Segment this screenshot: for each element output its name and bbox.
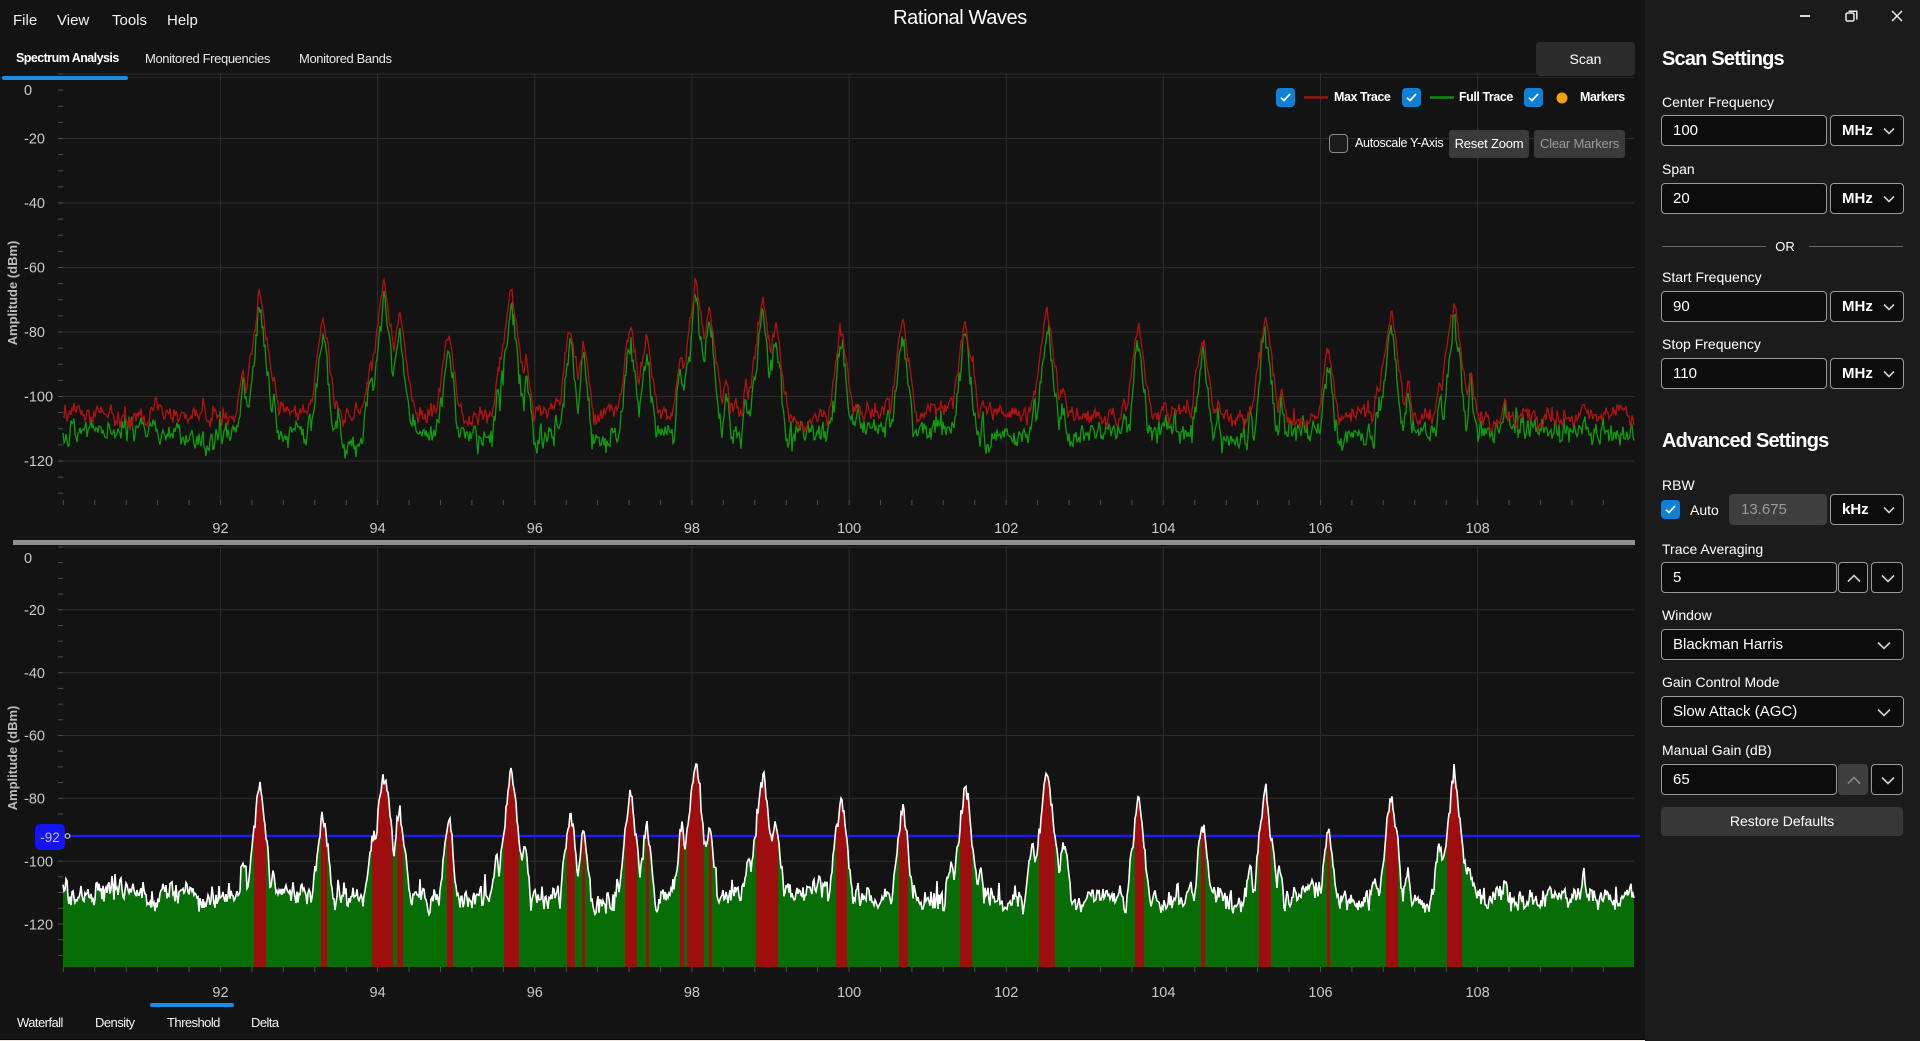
svg-text:-80: -80 xyxy=(24,325,45,341)
svg-text:-60: -60 xyxy=(24,261,45,277)
svg-text:-100: -100 xyxy=(24,855,53,871)
svg-text:108: 108 xyxy=(1465,985,1489,1001)
svg-text:92: 92 xyxy=(212,985,228,1001)
svg-text:106: 106 xyxy=(1308,985,1332,1001)
svg-text:94: 94 xyxy=(370,985,386,1001)
svg-text:-40: -40 xyxy=(24,666,45,682)
svg-text:92: 92 xyxy=(212,521,228,537)
svg-text:OR: OR xyxy=(1775,240,1795,254)
svg-text:104: 104 xyxy=(1151,521,1175,537)
svg-text:Amplitude (dBm): Amplitude (dBm) xyxy=(5,241,20,346)
svg-text:104: 104 xyxy=(1151,985,1175,1001)
svg-text:-20: -20 xyxy=(24,603,45,619)
svg-text:-92: -92 xyxy=(40,830,60,845)
svg-text:96: 96 xyxy=(527,521,543,537)
svg-text:0: 0 xyxy=(24,83,32,99)
svg-text:-80: -80 xyxy=(24,792,45,808)
svg-text:-120: -120 xyxy=(24,918,53,934)
svg-text:98: 98 xyxy=(684,985,700,1001)
svg-text:0: 0 xyxy=(24,551,32,567)
svg-text:100: 100 xyxy=(837,985,861,1001)
svg-text:94: 94 xyxy=(370,521,386,537)
svg-text:-120: -120 xyxy=(24,454,53,470)
svg-text:102: 102 xyxy=(994,521,1018,537)
svg-text:96: 96 xyxy=(527,985,543,1001)
svg-text:106: 106 xyxy=(1308,521,1332,537)
svg-text:Amplitude (dBm): Amplitude (dBm) xyxy=(5,706,20,811)
svg-text:98: 98 xyxy=(684,521,700,537)
svg-text:100: 100 xyxy=(837,521,861,537)
svg-text:-60: -60 xyxy=(24,729,45,745)
svg-text:108: 108 xyxy=(1465,521,1489,537)
svg-text:-40: -40 xyxy=(24,196,45,212)
svg-text:-100: -100 xyxy=(24,390,53,406)
svg-text:-20: -20 xyxy=(24,132,45,148)
svg-text:102: 102 xyxy=(994,985,1018,1001)
